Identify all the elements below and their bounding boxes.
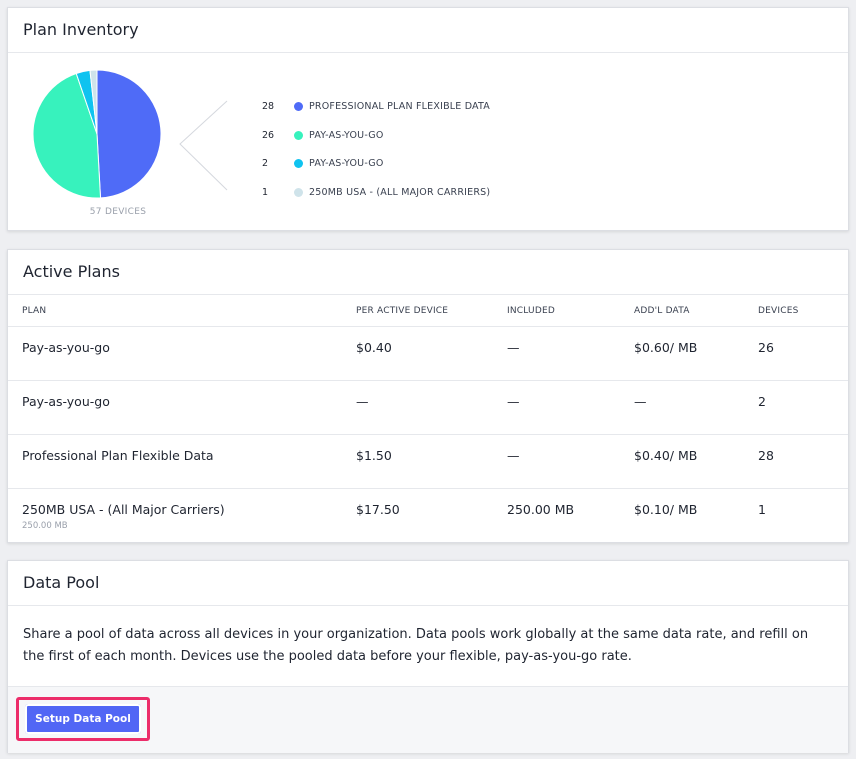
per-device-price: —	[355, 380, 506, 435]
data-pool-title: Data Pool	[8, 561, 848, 606]
total-devices-label: 57 DEVICES	[89, 207, 147, 217]
button-highlight	[16, 697, 150, 741]
column-header-plan: PLAN	[8, 295, 355, 327]
legend-dot-icon	[294, 130, 303, 140]
included-data: —	[506, 434, 633, 489]
legend-count: 28	[262, 100, 275, 112]
legend-item: 26 PAY-AS-YOU-GO	[262, 121, 490, 150]
legend-dot-icon	[294, 187, 303, 197]
addl-data-price: —	[633, 380, 757, 435]
plan-data-allowance: 250.00 MB	[22, 521, 68, 531]
pie-slice	[89, 69, 98, 135]
column-header-addl-data: ADD'L DATA	[633, 295, 757, 327]
data-pool-card: Data Pool Share a pool of data across al…	[7, 560, 849, 753]
legend-item: 2 PAY-AS-YOU-GO	[262, 149, 490, 178]
legend-label: PROFESSIONAL PLAN FLEXIBLE DATA	[309, 100, 490, 112]
legend-pointer	[179, 100, 228, 191]
legend-count: 2	[262, 158, 269, 170]
legend-item: 28 PROFESSIONAL PLAN FLEXIBLE DATA	[262, 92, 490, 121]
setup-data-pool-button[interactable]: Setup Data Pool	[25, 704, 141, 734]
per-device-price: $0.40	[355, 326, 506, 381]
addl-data-price: $0.40/ MB	[633, 434, 757, 489]
pie-slice	[96, 69, 162, 199]
plan-pie-chart	[32, 69, 228, 199]
legend-count: 26	[262, 129, 275, 141]
per-device-price: $17.50	[356, 502, 400, 517]
included-data: —	[506, 326, 633, 381]
column-header-included: INCLUDED	[506, 295, 633, 327]
plan-cell: 250MB USA - (All Major Carriers) 250.00 …	[8, 489, 355, 543]
plan-legend: 28 PROFESSIONAL PLAN FLEXIBLE DATA 26 PA…	[262, 92, 490, 207]
legend-label: PAY-AS-YOU-GO	[309, 129, 384, 141]
plan-inventory-title: Plan Inventory	[8, 8, 848, 53]
device-count: 28	[757, 434, 848, 489]
included-data: 250.00 MB	[507, 502, 575, 517]
per-device-price: $1.50	[355, 434, 506, 489]
plan-name: 250MB USA - (All Major Carriers)	[22, 502, 225, 517]
table-header-row: PLAN PER ACTIVE DEVICE INCLUDED ADD'L DA…	[8, 295, 848, 327]
plan-inventory-card: Plan Inventory 57 DEVICES 28 PROFESSIONA…	[7, 7, 849, 231]
legend-label: 250MB USA - (ALL MAJOR CARRIERS)	[309, 186, 491, 198]
legend-label: PAY-AS-YOU-GO	[309, 158, 384, 170]
device-count: 1	[758, 502, 766, 517]
column-header-devices: DEVICES	[757, 295, 848, 327]
pie-slice	[32, 72, 102, 199]
active-plans-title: Active Plans	[8, 250, 848, 295]
legend-dot-icon	[294, 159, 303, 169]
addl-data-price: $0.10/ MB	[634, 502, 698, 517]
legend-item: 1 250MB USA - (ALL MAJOR CARRIERS)	[262, 178, 490, 207]
data-pool-footer: Setup Data Pool	[8, 687, 848, 753]
plan-name: Pay-as-you-go	[8, 326, 355, 381]
device-count: 2	[757, 380, 848, 435]
active-plans-card: Active Plans PLAN PER ACTIVE DEVICE INCL…	[7, 249, 849, 543]
active-plans-table: PLAN PER ACTIVE DEVICE INCLUDED ADD'L DA…	[8, 295, 848, 543]
legend-count: 1	[262, 186, 269, 198]
addl-data-price: $0.60/ MB	[633, 326, 757, 381]
device-count: 26	[757, 326, 848, 381]
table-row: Professional Plan Flexible Data $1.50 — …	[8, 434, 848, 489]
table-row: 250MB USA - (All Major Carriers) 250.00 …	[8, 489, 848, 543]
plan-name: Pay-as-you-go	[8, 380, 355, 435]
table-row: Pay-as-you-go $0.40 — $0.60/ MB 26	[8, 326, 848, 381]
table-row: Pay-as-you-go — — — 2	[8, 380, 848, 435]
plan-name: Professional Plan Flexible Data	[8, 434, 355, 489]
legend-dot-icon	[294, 101, 303, 111]
data-pool-description: Share a pool of data across all devices …	[8, 606, 848, 687]
included-data: —	[506, 380, 633, 435]
column-header-per-device: PER ACTIVE DEVICE	[355, 295, 506, 327]
